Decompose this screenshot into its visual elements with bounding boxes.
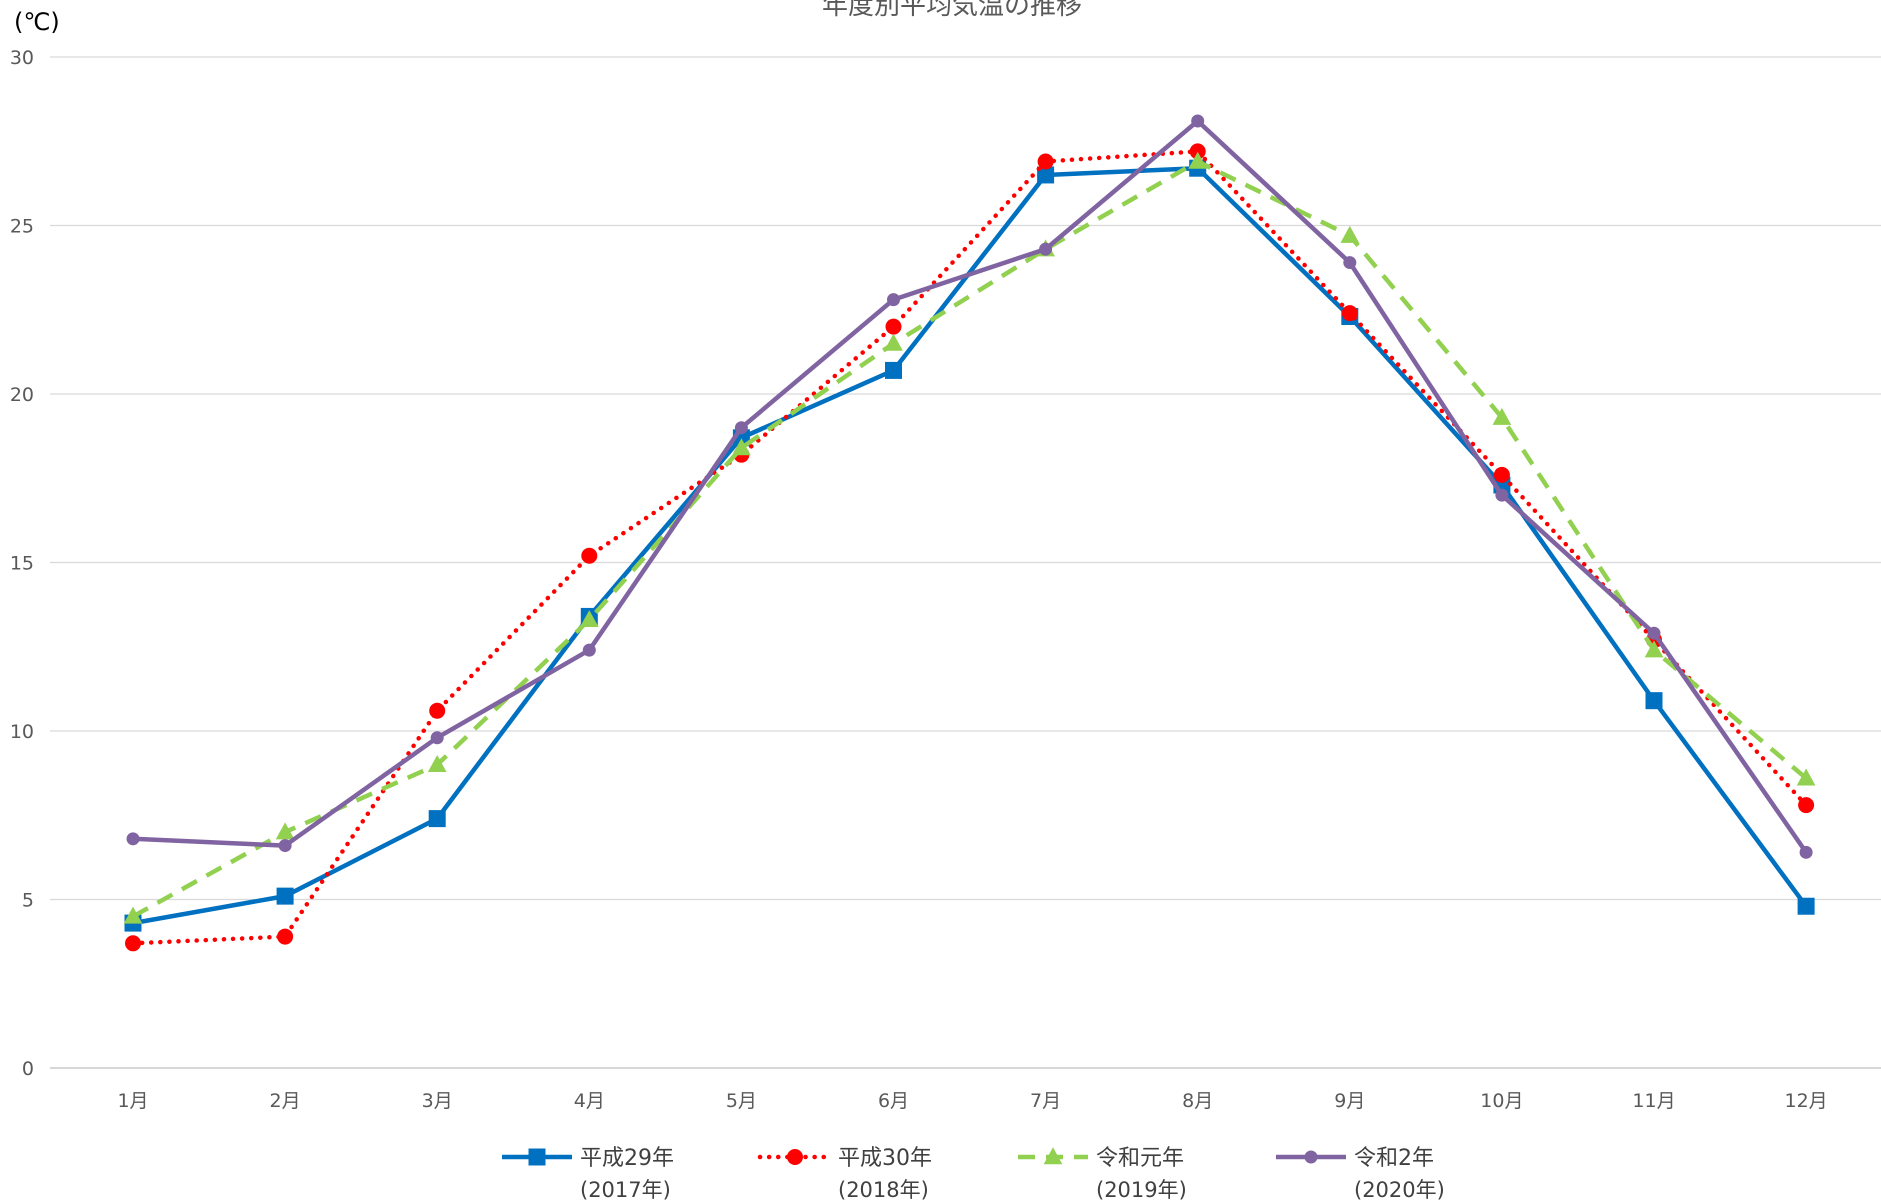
data-point-marker (1495, 488, 1509, 502)
data-point-marker (276, 887, 294, 905)
data-point-marker (429, 702, 446, 719)
data-point-marker (1037, 166, 1055, 184)
gridlines (50, 56, 1881, 1069)
data-point-marker (887, 293, 900, 307)
legend-label: 令和2年 (1354, 1146, 1434, 1171)
series-layer (123, 114, 1816, 952)
data-point-marker (430, 731, 444, 745)
data-point-marker (1037, 153, 1054, 170)
data-point-marker (1796, 768, 1816, 786)
data-point-marker (1191, 114, 1205, 128)
y-tick-label: 30 (10, 47, 34, 69)
x-tick-label: 11月 (1632, 1090, 1675, 1112)
x-tick-label: 3月 (422, 1090, 453, 1112)
data-point-marker (1039, 242, 1053, 256)
legend-label: 令和元年 (1096, 1146, 1184, 1171)
x-tick-label: 10月 (1480, 1090, 1523, 1112)
data-point-marker (123, 906, 143, 924)
data-point-marker (1647, 626, 1661, 640)
data-point-marker (427, 755, 447, 772)
data-point-marker (732, 438, 751, 456)
series-line (130, 149, 1809, 946)
series-line (132, 118, 1808, 854)
data-point-marker (528, 1148, 546, 1166)
series-4 (126, 114, 1813, 859)
y-tick-label: 25 (10, 216, 34, 238)
data-point-marker (1340, 225, 1360, 243)
data-point-marker (1644, 640, 1664, 658)
series-2 (125, 143, 1815, 952)
x-tick-label: 9月 (1334, 1090, 1365, 1112)
data-point-marker (1798, 797, 1815, 814)
y-axis-ticks: 0 5 10 15 20 25 30 (10, 47, 34, 1080)
x-tick-label: 12月 (1785, 1090, 1828, 1112)
data-point-marker (579, 610, 599, 628)
data-point-marker (885, 361, 902, 379)
chart-title: 年度別平均気温の推移 (822, 0, 1082, 21)
data-point-marker (582, 643, 596, 657)
y-tick-label: 20 (10, 384, 34, 406)
legend-sublabel: (2018年) (838, 1178, 929, 1202)
x-axis-ticks: 1月 2月 3月 4月 5月 6月 7月 8月 9月 10月 11月 12月 (117, 1090, 1827, 1112)
x-tick-label: 7月 (1030, 1090, 1061, 1112)
y-tick-label: 5 (22, 890, 34, 912)
x-tick-label: 8月 (1182, 1090, 1213, 1112)
y-tick-label: 15 (10, 553, 34, 575)
data-point-marker (734, 421, 748, 435)
data-point-marker (1188, 151, 1208, 169)
legend-sublabel: (2019年) (1096, 1178, 1187, 1202)
data-point-marker (1799, 845, 1813, 859)
data-point-marker (884, 333, 903, 351)
y-axis-label: (℃) (14, 8, 60, 36)
legend: 平成29年 (2017年) 平成30年 (2018年) 令和元年 (2019年) 令和2年 (… (502, 1146, 1445, 1202)
y-tick-label: 0 (22, 1058, 34, 1080)
data-point-marker (885, 318, 902, 335)
data-point-marker (125, 935, 141, 952)
x-tick-label: 2月 (270, 1090, 301, 1112)
data-point-marker (1043, 1147, 1063, 1165)
x-tick-label: 6月 (878, 1090, 909, 1112)
data-point-marker (1492, 407, 1512, 425)
legend-item-1: 平成29年 (2017年) (502, 1146, 674, 1202)
data-point-marker (1645, 692, 1663, 710)
data-point-marker (1343, 256, 1357, 270)
legend-label: 平成29年 (580, 1146, 674, 1171)
x-tick-label: 5月 (726, 1090, 757, 1112)
data-point-marker (581, 547, 598, 564)
data-point-marker (787, 1149, 803, 1165)
legend-sublabel: (2020年) (1354, 1178, 1445, 1202)
series-line (131, 159, 1808, 919)
y-tick-label: 10 (10, 721, 34, 743)
legend-item-3: 令和元年 (2019年) (1018, 1146, 1187, 1202)
legend-sublabel: (2017年) (580, 1178, 671, 1202)
x-tick-label: 4月 (574, 1090, 605, 1112)
data-point-marker (1341, 305, 1358, 322)
data-point-marker (1189, 143, 1206, 160)
data-point-marker (1304, 1150, 1318, 1164)
data-point-marker (126, 832, 140, 846)
data-point-marker (1493, 466, 1510, 483)
data-point-marker (277, 928, 294, 945)
data-point-marker (275, 822, 295, 840)
legend-item-2: 平成30年 (2018年) (757, 1146, 932, 1202)
x-tick-label: 1月 (117, 1090, 148, 1112)
legend-label: 平成30年 (838, 1146, 932, 1171)
data-point-marker (428, 810, 446, 828)
legend-item-4: 令和2年 (2020年) (1276, 1146, 1445, 1202)
data-point-marker (1797, 897, 1815, 915)
data-point-marker (278, 839, 292, 853)
